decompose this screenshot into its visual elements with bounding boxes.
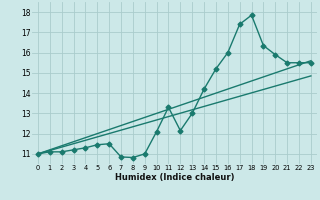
X-axis label: Humidex (Indice chaleur): Humidex (Indice chaleur)	[115, 173, 234, 182]
